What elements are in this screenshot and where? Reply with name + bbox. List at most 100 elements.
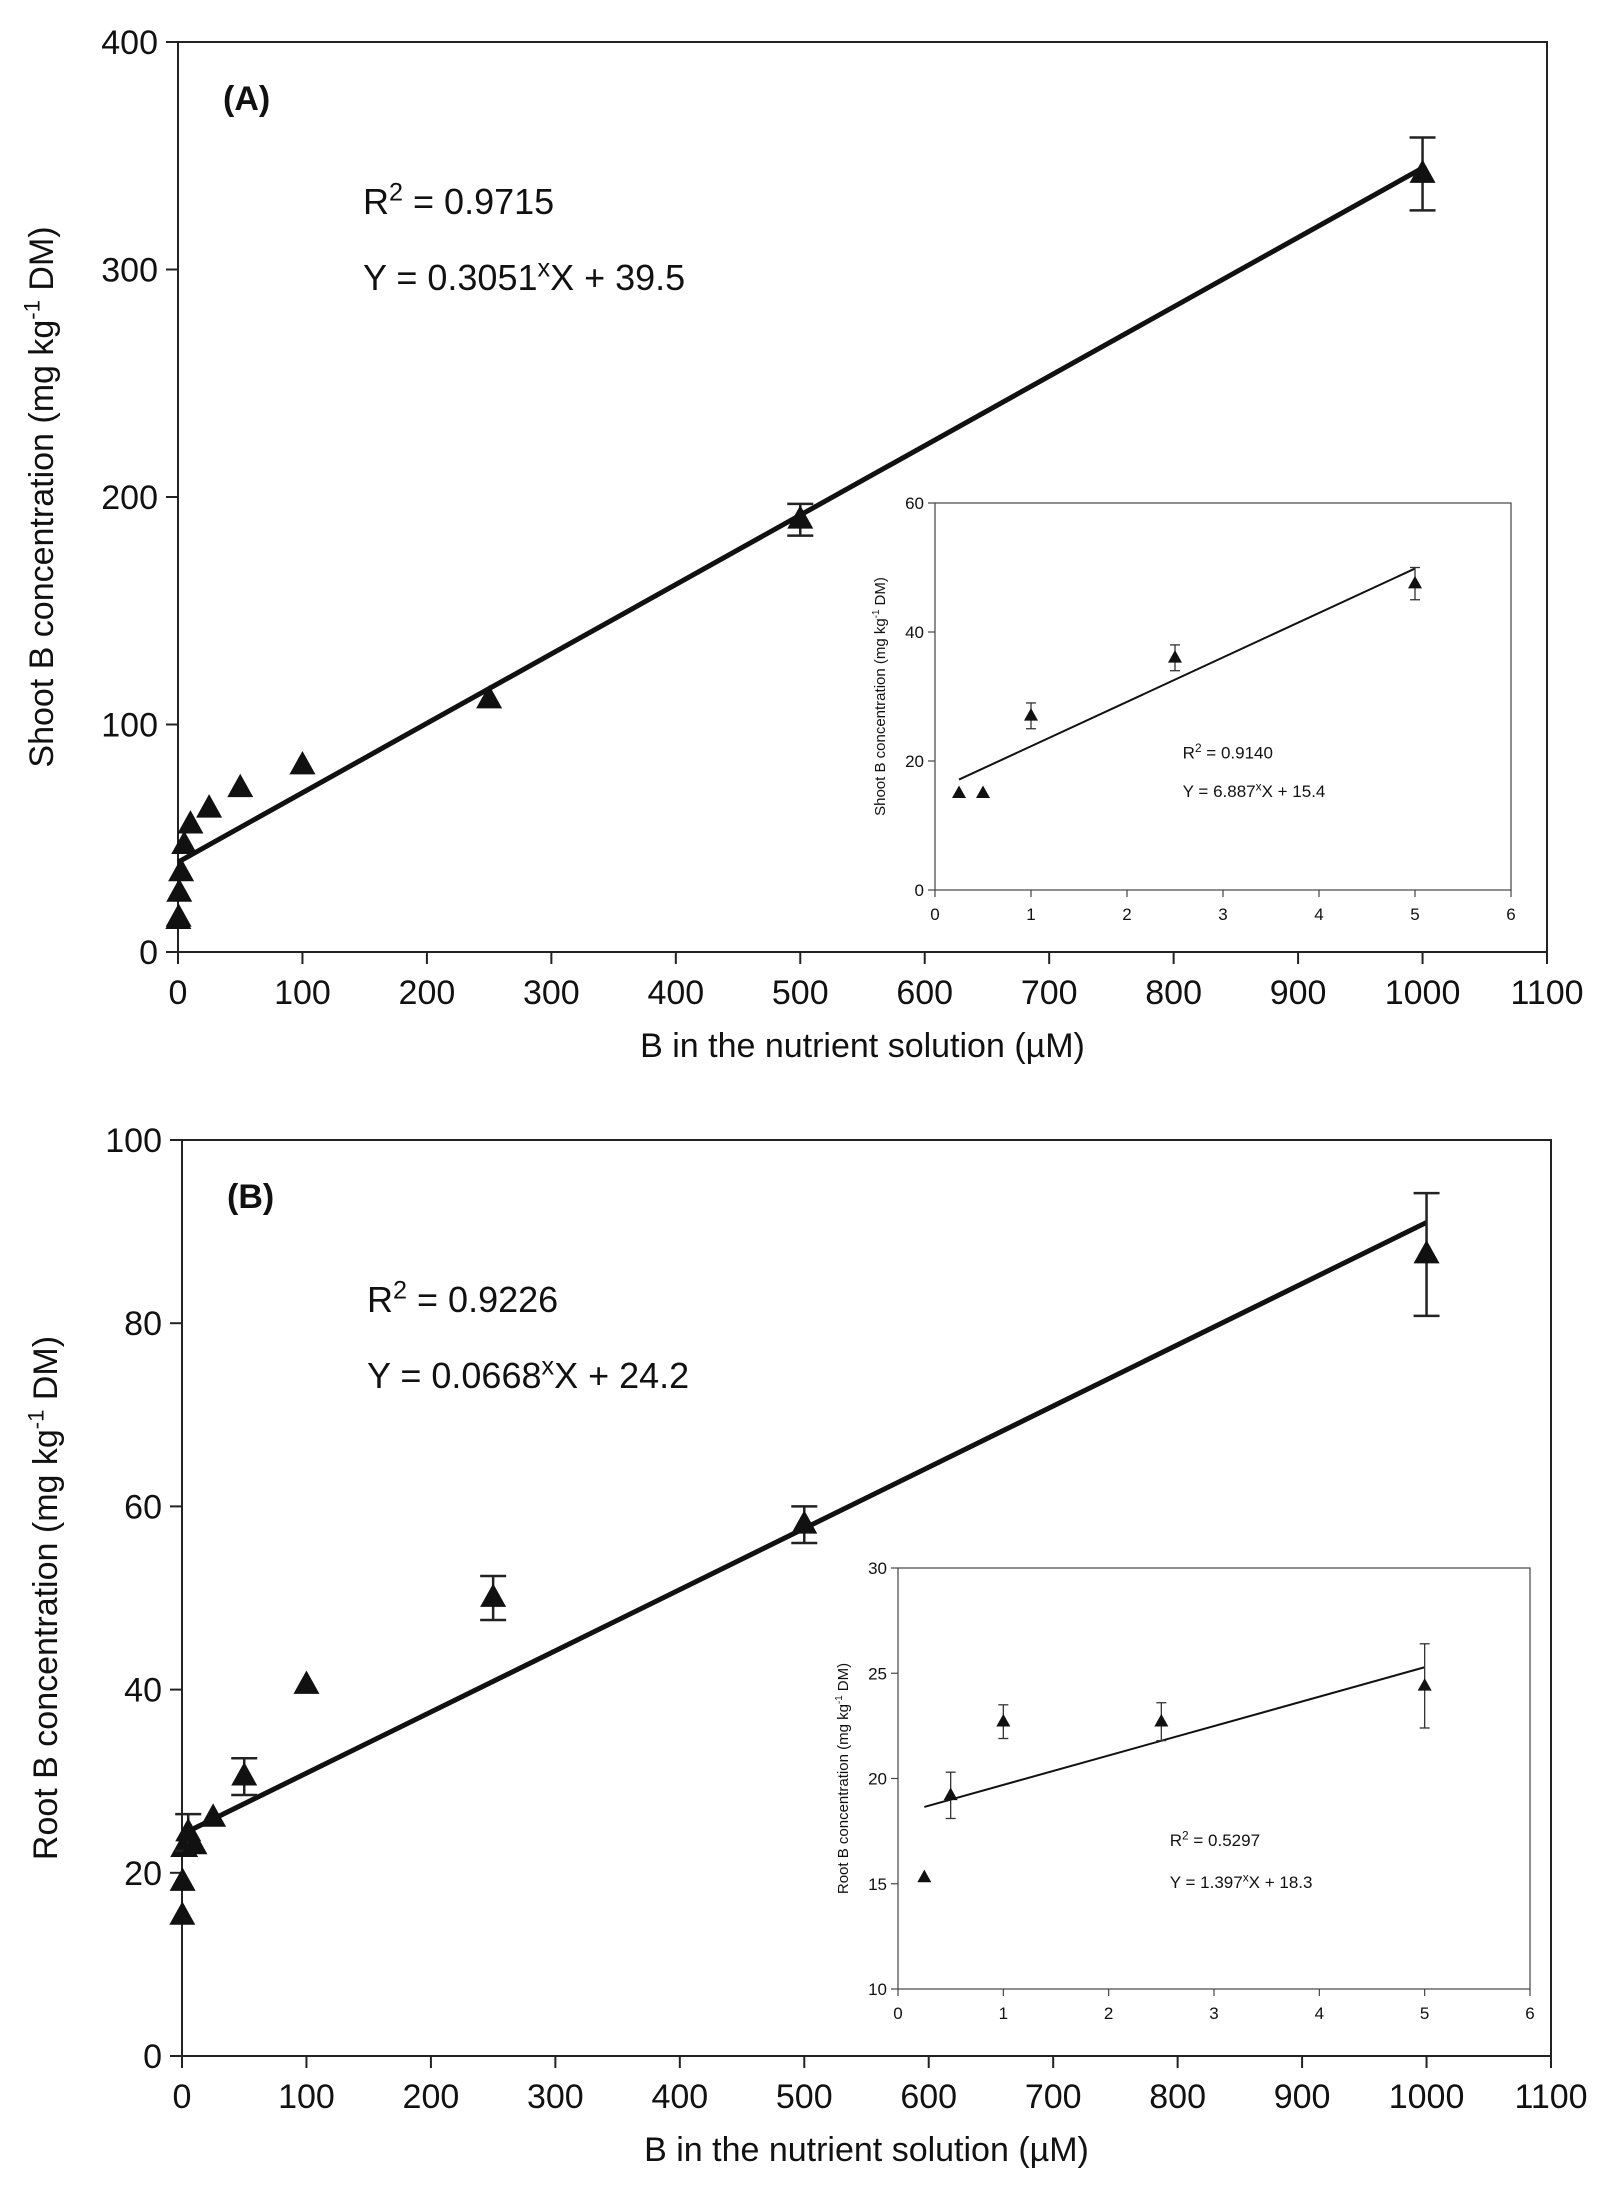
inset-equation-text: Y = 1.397xX + 18.3: [1170, 1871, 1313, 1892]
data-point: [168, 857, 195, 882]
r-squared-text: R2 = 0.9715: [363, 178, 554, 222]
inset-x-tick-label: 6: [1506, 905, 1515, 924]
inset-r-squared-text: R2 = 0.5297: [1170, 1828, 1260, 1849]
inset-data-point: [917, 1869, 932, 1883]
inset-x-tick-label: 5: [1420, 2004, 1429, 2023]
x-tick-label: 100: [278, 2078, 335, 2116]
data-point: [476, 684, 503, 709]
x-tick-label: 400: [651, 2078, 708, 2116]
inset-regression-line: [924, 1666, 1425, 1808]
inset-frame: [897, 1567, 1531, 1990]
inset-x-tick-label: 2: [1122, 905, 1131, 924]
x-tick-label: 600: [900, 2078, 957, 2116]
inset-data-point: [943, 1787, 958, 1801]
x-tick-label: 400: [647, 974, 704, 1012]
y-tick-label: 20: [124, 1855, 162, 1893]
x-tick-label: 700: [1021, 974, 1078, 1012]
x-axis-label: B in the nutrient solution (µM): [640, 1027, 1085, 1065]
inset-x-tick-label: 1: [999, 2004, 1008, 2023]
inset-y-tick-label: 10: [868, 1980, 887, 1999]
panel-label: (A): [223, 80, 270, 118]
data-point: [227, 773, 254, 798]
inset-r-squared-text: R2 = 0.9140: [1183, 741, 1273, 762]
inset-data-point: [952, 785, 966, 799]
inset-data-point: [1024, 708, 1038, 721]
y-tick-label: 60: [124, 1488, 162, 1526]
inset-y-tick-label: 20: [868, 1770, 887, 1789]
equation-text: Y = 0.3051xX + 39.5: [363, 254, 685, 298]
inset-equation-text: Y = 6.887xX + 15.4: [1183, 780, 1326, 801]
x-tick-label: 1000: [1389, 2078, 1465, 2116]
data-point: [169, 1901, 196, 1925]
x-tick-label: 0: [173, 2078, 192, 2116]
inset-y-tick-label: 25: [868, 1664, 887, 1683]
y-axis-label: Shoot B concentration (mg kg-1 DM): [19, 226, 61, 767]
data-point: [791, 1510, 818, 1534]
inset-x-tick-label: 5: [1410, 905, 1419, 924]
x-tick-label: 200: [399, 974, 456, 1012]
data-point: [1409, 159, 1436, 183]
x-tick-label: 500: [772, 974, 829, 1012]
inset-x-tick-label: 1: [1026, 905, 1035, 924]
y-tick-label: 300: [101, 252, 158, 290]
data-point: [196, 794, 223, 818]
x-tick-label: 800: [1145, 974, 1202, 1012]
y-tick-label: 40: [124, 1672, 162, 1710]
x-tick-label: 200: [403, 2078, 460, 2116]
x-tick-label: 900: [1270, 974, 1327, 1012]
inset-plot: 0 1 2 3 4 5 6 10 15 20 25 30 Root B concentration (m…: [834, 1559, 1535, 2023]
data-point: [231, 1762, 258, 1786]
equation-text: Y = 0.0668xX + 24.2: [367, 1352, 689, 1396]
data-point: [165, 903, 192, 927]
inset-data-point: [1417, 1678, 1432, 1691]
inset-y-axis-label: Root B concentration (mg kg-1 DM): [834, 1663, 852, 1894]
x-tick-label: 800: [1149, 2078, 1206, 2116]
x-tick-label: 700: [1025, 2078, 1082, 2116]
inset-x-tick-label: 0: [893, 2004, 902, 2023]
x-tick-label: 1000: [1385, 974, 1461, 1012]
panel-B: 0 100 200 300 400 500 600 700 800 900 1000 11000204…: [23, 1122, 1587, 2169]
inset-y-tick-label: 15: [868, 1875, 887, 1894]
inset-data-point: [1168, 649, 1182, 663]
inset-data-point: [976, 785, 990, 799]
inset-regression-line: [958, 567, 1416, 781]
x-tick-label: 1100: [1514, 2078, 1587, 2116]
inset-data-point: [1408, 575, 1422, 589]
data-point: [200, 1803, 227, 1827]
inset-x-tick-label: 6: [1525, 2004, 1534, 2023]
data-point: [1413, 1239, 1440, 1264]
x-tick-label: 100: [274, 974, 331, 1012]
inset-y-tick-label: 0: [915, 881, 924, 900]
inset-data-point: [996, 1713, 1011, 1727]
inset-y-axis-label: Shoot B concentration (mg kg-1 DM): [871, 577, 889, 816]
inset-y-tick-label: 60: [905, 494, 924, 513]
inset-y-tick-label: 30: [868, 1559, 887, 1578]
data-point: [787, 505, 814, 529]
data-point: [171, 830, 198, 854]
y-tick-label: 0: [143, 2038, 162, 2076]
inset-x-tick-label: 4: [1314, 905, 1323, 924]
y-axis-label: Root B concentration (mg kg-1 DM): [23, 1336, 65, 1860]
y-tick-label: 400: [101, 24, 158, 62]
plot-frame: [181, 1139, 1552, 2057]
inset-y-tick-label: 20: [905, 752, 924, 771]
inset-x-tick-label: 3: [1209, 2004, 1218, 2023]
y-tick-label: 0: [139, 934, 158, 972]
inset-x-tick-label: 0: [930, 905, 939, 924]
x-tick-label: 300: [523, 974, 580, 1012]
inset-x-tick-label: 3: [1218, 905, 1227, 924]
y-tick-label: 80: [124, 1305, 162, 1343]
panel-label: (B): [227, 1178, 274, 1216]
y-tick-label: 100: [101, 707, 158, 745]
data-point: [177, 810, 204, 834]
inset-x-tick-label: 2: [1104, 2004, 1113, 2023]
x-axis-label: B in the nutrient solution (µM): [644, 2131, 1089, 2169]
inset-data-point: [1154, 1713, 1169, 1727]
data-point: [169, 1867, 196, 1891]
data-point: [293, 1670, 320, 1694]
inset-x-tick-label: 4: [1315, 2004, 1324, 2023]
inset-frame: [934, 502, 1512, 891]
x-tick-label: 900: [1274, 2078, 1331, 2116]
x-tick-label: 300: [527, 2078, 584, 2116]
